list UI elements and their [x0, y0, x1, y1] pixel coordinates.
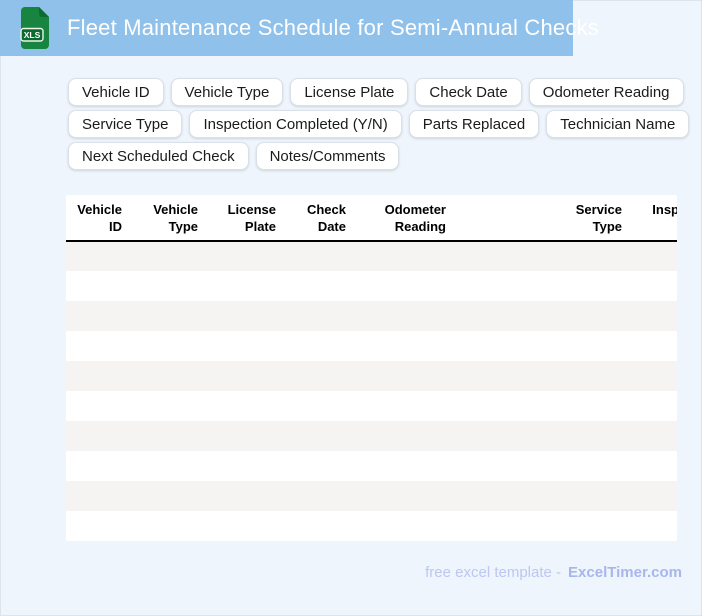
- table-header-row: Vehicle ID Vehicle Type License Plate Ch…: [66, 195, 677, 241]
- chip-notes-comments[interactable]: Notes/Comments: [255, 142, 400, 170]
- table-row: [66, 451, 677, 481]
- xls-icon-label: XLS: [24, 30, 41, 40]
- footer: free excel template - ExcelTimer.com: [425, 564, 682, 581]
- chip-technician-name[interactable]: Technician Name: [546, 110, 690, 138]
- column-header-service-type: Service Type: [460, 195, 636, 241]
- table-row: [66, 301, 677, 331]
- column-header-license-plate: License Plate: [212, 195, 290, 241]
- column-header-odometer-reading: Odometer Reading: [360, 195, 460, 241]
- chip-odometer-reading[interactable]: Odometer Reading: [528, 78, 684, 106]
- column-header-inspection-completed: Inspection Completed (Y/N): [636, 195, 677, 241]
- xls-file-icon: XLS: [20, 7, 49, 49]
- footer-text: free excel template -: [425, 564, 562, 581]
- chips-container: Vehicle ID Vehicle Type License Plate Ch…: [68, 78, 690, 174]
- page-title: Fleet Maintenance Schedule for Semi-Annu…: [67, 15, 599, 40]
- schedule-table: Vehicle ID Vehicle Type License Plate Ch…: [66, 195, 677, 541]
- chip-license-plate[interactable]: License Plate: [290, 78, 409, 106]
- chip-row: Service Type Inspection Completed (Y/N) …: [68, 110, 690, 138]
- chip-next-scheduled-check[interactable]: Next Scheduled Check: [68, 142, 249, 170]
- chip-vehicle-type[interactable]: Vehicle Type: [170, 78, 284, 106]
- chip-check-date[interactable]: Check Date: [415, 78, 522, 106]
- table-row: [66, 511, 677, 541]
- table-row: [66, 241, 677, 271]
- table-row: [66, 421, 677, 451]
- chip-inspection-completed[interactable]: Inspection Completed (Y/N): [189, 110, 402, 138]
- table-row: [66, 271, 677, 301]
- schedule-table-viewport: Vehicle ID Vehicle Type License Plate Ch…: [66, 195, 677, 541]
- chip-row: Vehicle ID Vehicle Type License Plate Ch…: [68, 78, 689, 106]
- footer-brand-link[interactable]: ExcelTimer.com: [568, 564, 682, 581]
- column-header-vehicle-id: Vehicle ID: [66, 195, 136, 241]
- chip-service-type[interactable]: Service Type: [68, 110, 183, 138]
- table-row: [66, 391, 677, 421]
- chip-vehicle-id[interactable]: Vehicle ID: [68, 78, 164, 106]
- chip-parts-replaced[interactable]: Parts Replaced: [408, 110, 540, 138]
- table-row: [66, 331, 677, 361]
- table-row: [66, 481, 677, 511]
- column-header-check-date: Check Date: [290, 195, 360, 241]
- table-row: [66, 361, 677, 391]
- column-header-vehicle-type: Vehicle Type: [136, 195, 212, 241]
- chip-row: Next Scheduled Check Notes/Comments: [68, 142, 689, 170]
- header-bar: XLS Fleet Maintenance Schedule for Semi-…: [0, 0, 599, 56]
